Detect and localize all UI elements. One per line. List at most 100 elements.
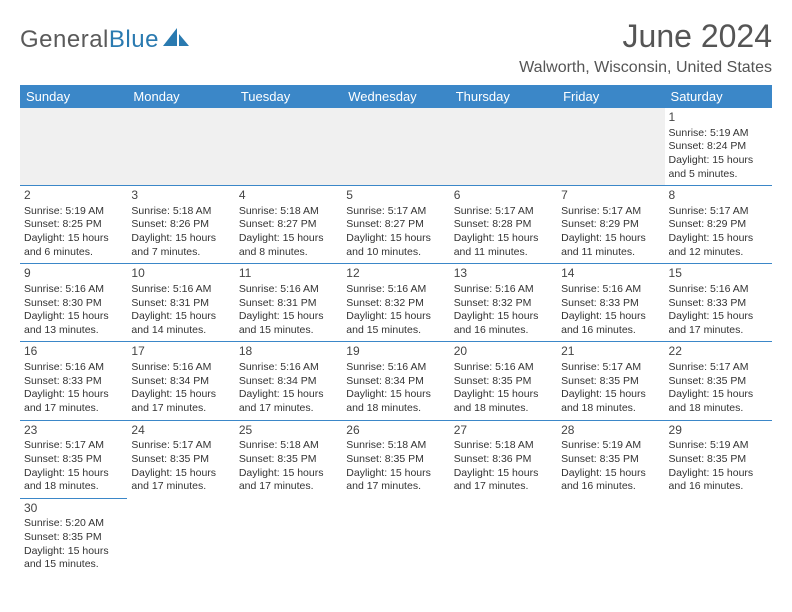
calendar-cell: 11Sunrise: 5:16 AMSunset: 8:31 PMDayligh…	[235, 264, 342, 342]
daylight-text: and 17 minutes.	[239, 480, 338, 494]
sunrise-text: Sunrise: 5:19 AM	[24, 205, 123, 219]
sunrise-text: Sunrise: 5:16 AM	[24, 361, 123, 375]
sunrise-text: Sunrise: 5:20 AM	[24, 517, 123, 531]
daylight-text: and 15 minutes.	[24, 558, 123, 572]
day-number: 12	[346, 266, 445, 282]
calendar-cell: 1Sunrise: 5:19 AMSunset: 8:24 PMDaylight…	[665, 108, 772, 186]
day-number: 18	[239, 344, 338, 360]
daylight-text: Daylight: 15 hours	[669, 388, 768, 402]
sunset-text: Sunset: 8:35 PM	[669, 453, 768, 467]
sunrise-text: Sunrise: 5:18 AM	[454, 439, 553, 453]
calendar-cell	[20, 108, 127, 186]
daylight-text: and 7 minutes.	[131, 246, 230, 260]
sunset-text: Sunset: 8:35 PM	[454, 375, 553, 389]
calendar-week: 16Sunrise: 5:16 AMSunset: 8:33 PMDayligh…	[20, 342, 772, 420]
sunrise-text: Sunrise: 5:17 AM	[561, 361, 660, 375]
sunset-text: Sunset: 8:29 PM	[669, 218, 768, 232]
daylight-text: and 18 minutes.	[24, 480, 123, 494]
calendar-cell: 21Sunrise: 5:17 AMSunset: 8:35 PMDayligh…	[557, 342, 664, 420]
daylight-text: Daylight: 15 hours	[131, 467, 230, 481]
daylight-text: Daylight: 15 hours	[454, 310, 553, 324]
calendar-cell: 4Sunrise: 5:18 AMSunset: 8:27 PMDaylight…	[235, 186, 342, 264]
day-number: 10	[131, 266, 230, 282]
day-number: 24	[131, 423, 230, 439]
calendar-cell: 27Sunrise: 5:18 AMSunset: 8:36 PMDayligh…	[450, 420, 557, 498]
calendar-cell: 26Sunrise: 5:18 AMSunset: 8:35 PMDayligh…	[342, 420, 449, 498]
calendar-cell: 23Sunrise: 5:17 AMSunset: 8:35 PMDayligh…	[20, 420, 127, 498]
daylight-text: Daylight: 15 hours	[239, 467, 338, 481]
calendar-cell	[665, 498, 772, 576]
day-header: Friday	[557, 85, 664, 108]
calendar-cell	[450, 108, 557, 186]
sunset-text: Sunset: 8:34 PM	[131, 375, 230, 389]
sunset-text: Sunset: 8:24 PM	[669, 140, 768, 154]
daylight-text: and 6 minutes.	[24, 246, 123, 260]
daylight-text: Daylight: 15 hours	[24, 467, 123, 481]
calendar-cell: 3Sunrise: 5:18 AMSunset: 8:26 PMDaylight…	[127, 186, 234, 264]
daylight-text: and 17 minutes.	[669, 324, 768, 338]
daylight-text: and 17 minutes.	[346, 480, 445, 494]
sunset-text: Sunset: 8:33 PM	[669, 297, 768, 311]
sunset-text: Sunset: 8:34 PM	[239, 375, 338, 389]
daylight-text: Daylight: 15 hours	[24, 310, 123, 324]
daylight-text: and 10 minutes.	[346, 246, 445, 260]
logo-text-b: Blue	[109, 26, 159, 53]
calendar-cell: 25Sunrise: 5:18 AMSunset: 8:35 PMDayligh…	[235, 420, 342, 498]
sunrise-text: Sunrise: 5:16 AM	[131, 283, 230, 297]
daylight-text: and 17 minutes.	[24, 402, 123, 416]
daylight-text: Daylight: 15 hours	[346, 467, 445, 481]
daylight-text: Daylight: 15 hours	[454, 388, 553, 402]
sunrise-text: Sunrise: 5:16 AM	[346, 283, 445, 297]
calendar-cell: 2Sunrise: 5:19 AMSunset: 8:25 PMDaylight…	[20, 186, 127, 264]
sunrise-text: Sunrise: 5:18 AM	[239, 205, 338, 219]
calendar-cell: 12Sunrise: 5:16 AMSunset: 8:32 PMDayligh…	[342, 264, 449, 342]
calendar-week: 23Sunrise: 5:17 AMSunset: 8:35 PMDayligh…	[20, 420, 772, 498]
sunrise-text: Sunrise: 5:18 AM	[239, 439, 338, 453]
day-number: 20	[454, 344, 553, 360]
daylight-text: Daylight: 15 hours	[346, 232, 445, 246]
daylight-text: Daylight: 15 hours	[346, 388, 445, 402]
daylight-text: and 11 minutes.	[561, 246, 660, 260]
daylight-text: Daylight: 15 hours	[239, 232, 338, 246]
calendar-cell	[342, 108, 449, 186]
calendar-cell: 19Sunrise: 5:16 AMSunset: 8:34 PMDayligh…	[342, 342, 449, 420]
sail-icon	[163, 28, 189, 53]
calendar-cell: 13Sunrise: 5:16 AMSunset: 8:32 PMDayligh…	[450, 264, 557, 342]
calendar-cell	[127, 108, 234, 186]
sunrise-text: Sunrise: 5:16 AM	[24, 283, 123, 297]
day-header: Thursday	[450, 85, 557, 108]
day-number: 16	[24, 344, 123, 360]
daylight-text: and 16 minutes.	[454, 324, 553, 338]
sunrise-text: Sunrise: 5:19 AM	[561, 439, 660, 453]
daylight-text: Daylight: 15 hours	[561, 232, 660, 246]
daylight-text: Daylight: 15 hours	[669, 232, 768, 246]
calendar-header: SundayMondayTuesdayWednesdayThursdayFrid…	[20, 85, 772, 108]
sunrise-text: Sunrise: 5:17 AM	[669, 361, 768, 375]
sunrise-text: Sunrise: 5:16 AM	[131, 361, 230, 375]
day-number: 7	[561, 188, 660, 204]
calendar-cell: 6Sunrise: 5:17 AMSunset: 8:28 PMDaylight…	[450, 186, 557, 264]
daylight-text: Daylight: 15 hours	[669, 467, 768, 481]
daylight-text: Daylight: 15 hours	[24, 545, 123, 559]
sunset-text: Sunset: 8:35 PM	[24, 531, 123, 545]
daylight-text: and 18 minutes.	[454, 402, 553, 416]
day-number: 27	[454, 423, 553, 439]
sunrise-text: Sunrise: 5:17 AM	[454, 205, 553, 219]
day-number: 2	[24, 188, 123, 204]
daylight-text: and 18 minutes.	[561, 402, 660, 416]
daylight-text: Daylight: 15 hours	[131, 310, 230, 324]
daylight-text: Daylight: 15 hours	[561, 467, 660, 481]
daylight-text: and 14 minutes.	[131, 324, 230, 338]
calendar-cell: 14Sunrise: 5:16 AMSunset: 8:33 PMDayligh…	[557, 264, 664, 342]
sunset-text: Sunset: 8:35 PM	[346, 453, 445, 467]
daylight-text: and 16 minutes.	[561, 480, 660, 494]
calendar-cell: 17Sunrise: 5:16 AMSunset: 8:34 PMDayligh…	[127, 342, 234, 420]
day-number: 1	[669, 110, 768, 126]
daylight-text: Daylight: 15 hours	[239, 310, 338, 324]
sunset-text: Sunset: 8:26 PM	[131, 218, 230, 232]
calendar-cell: 22Sunrise: 5:17 AMSunset: 8:35 PMDayligh…	[665, 342, 772, 420]
calendar-table: SundayMondayTuesdayWednesdayThursdayFrid…	[20, 85, 772, 576]
day-number: 4	[239, 188, 338, 204]
sunset-text: Sunset: 8:32 PM	[454, 297, 553, 311]
daylight-text: Daylight: 15 hours	[561, 310, 660, 324]
